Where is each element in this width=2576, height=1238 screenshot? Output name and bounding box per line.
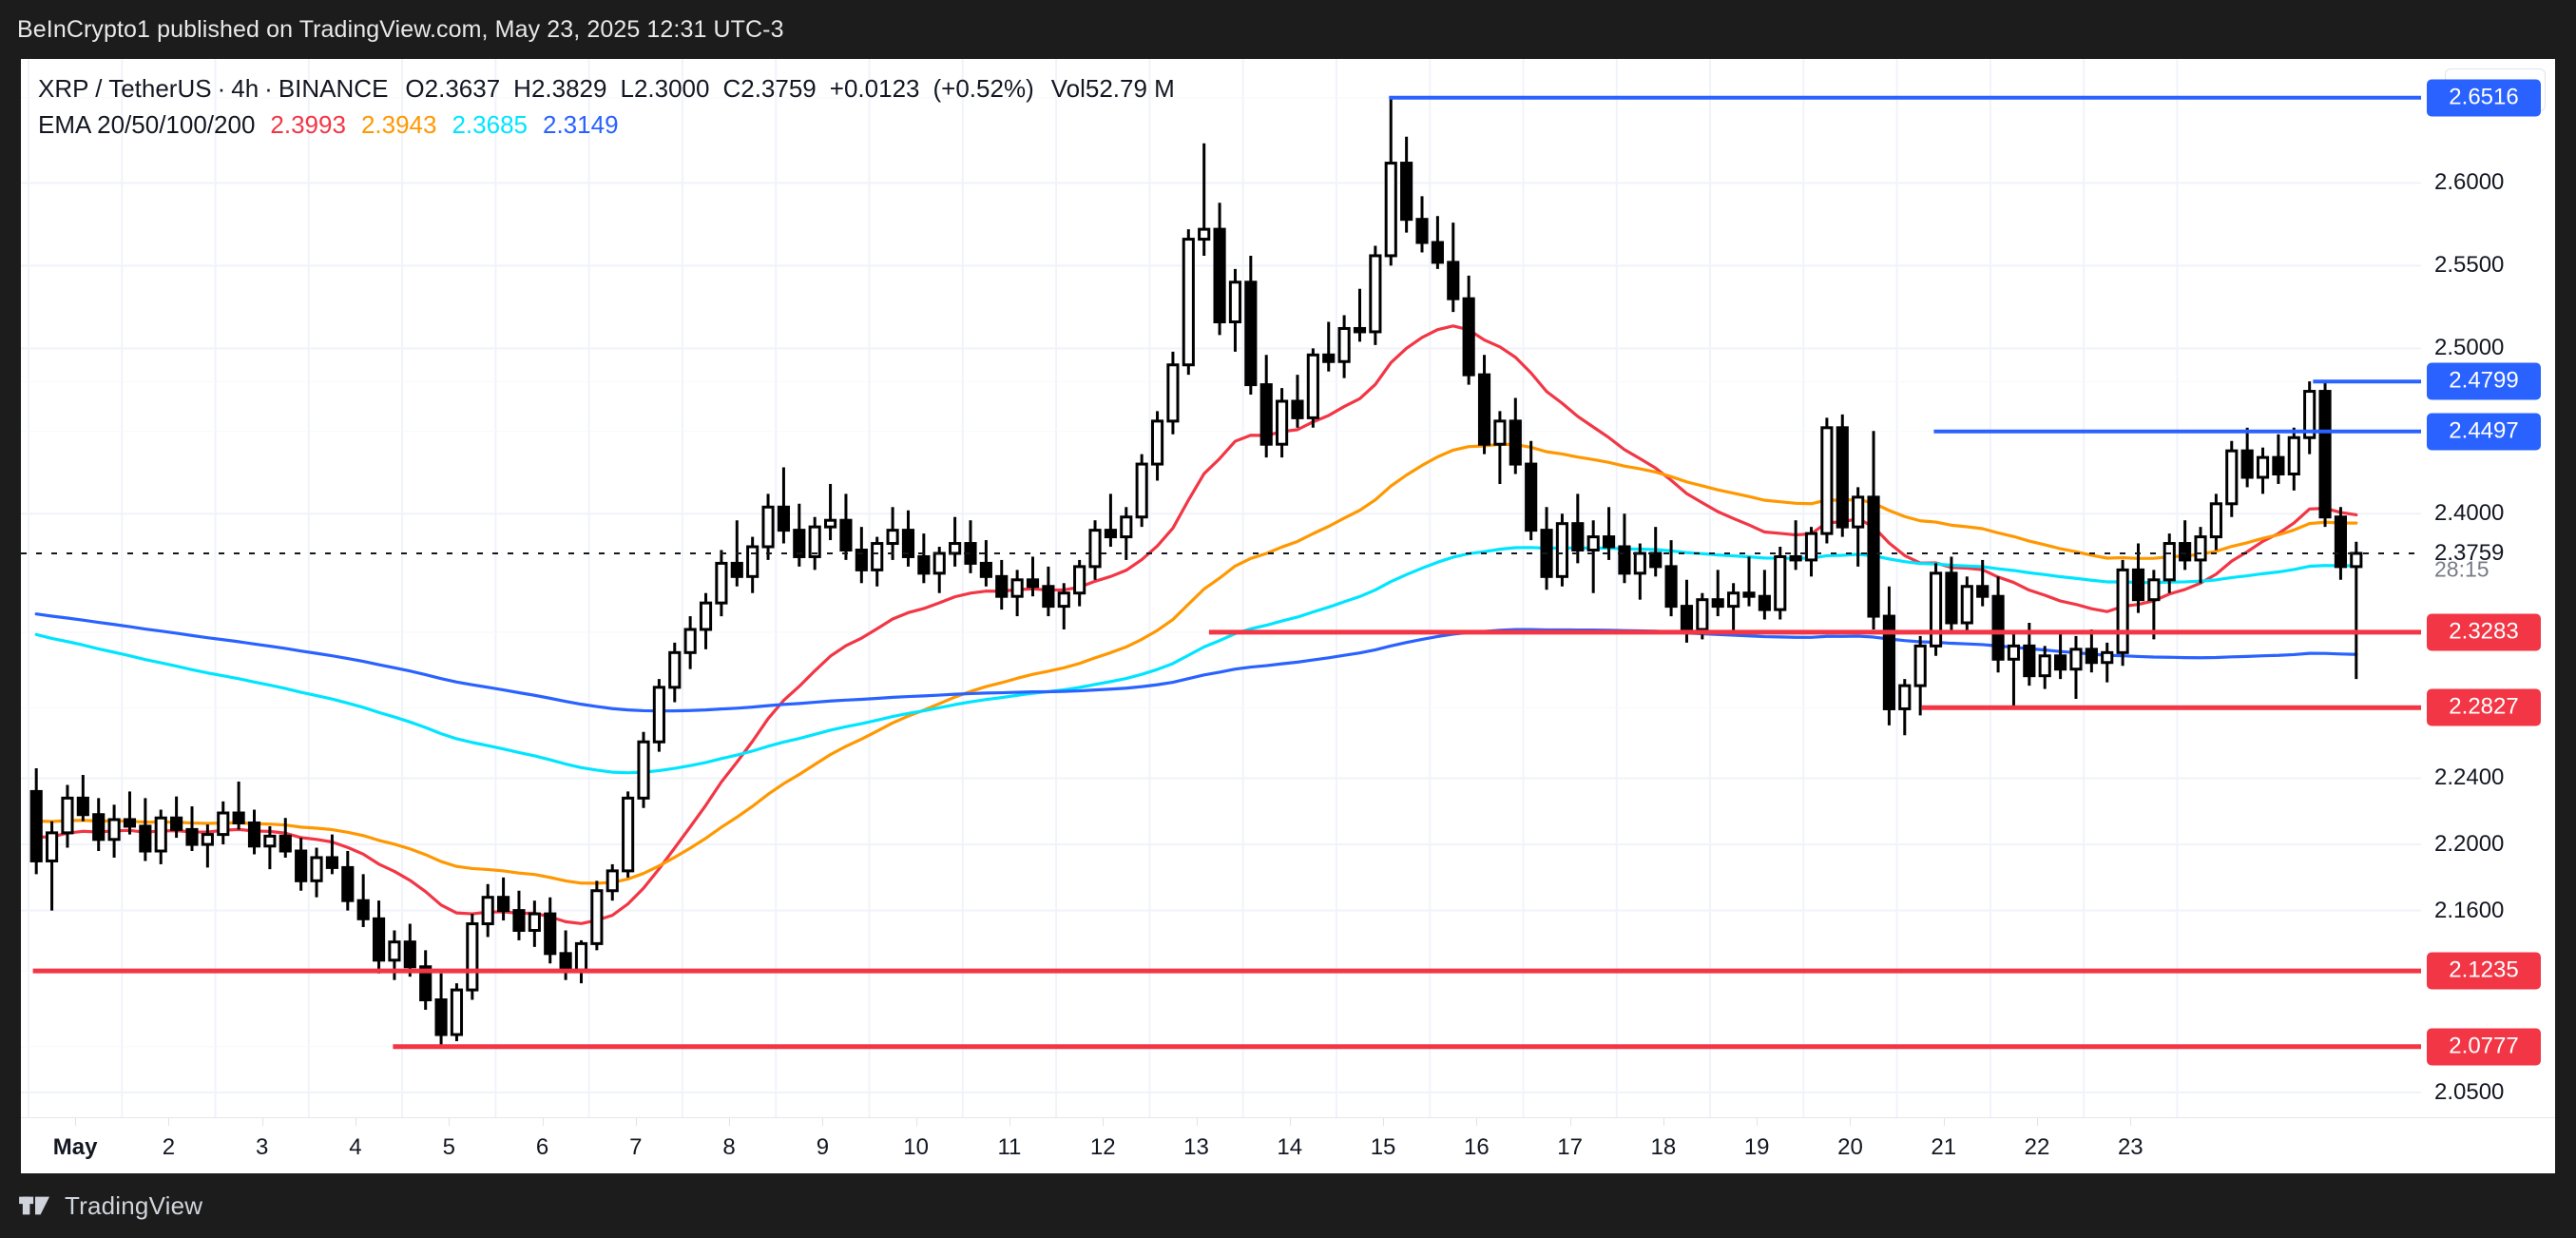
price-tick-label: 2.0500 [2434, 1078, 2505, 1105]
chart-canvas [21, 59, 2421, 1117]
time-tick-label: 23 [2117, 1134, 2143, 1160]
time-tick-label: 20 [1837, 1134, 1863, 1160]
time-tick-label: 5 [442, 1134, 455, 1160]
time-tick-label: 12 [1089, 1134, 1116, 1160]
price-tick-label: 2.4000 [2434, 500, 2505, 527]
footer-bar: TradingView [0, 1173, 2576, 1238]
chart-card: XRP / TetherUS · 4h · BINANCE O2.3637 H2… [21, 59, 2555, 1174]
price-tick-label: 2.1600 [2434, 897, 2505, 923]
time-tick-mark [915, 1118, 917, 1126]
price-level-badge[interactable]: 2.0777 [2427, 1028, 2541, 1066]
tradingview-wordmark: TradingView [65, 1190, 203, 1220]
time-tick-mark [635, 1118, 637, 1126]
time-tick-mark [822, 1118, 824, 1126]
time-tick-label: 4 [349, 1134, 362, 1160]
price-level-badge[interactable]: 2.1235 [2427, 952, 2541, 990]
price-level-badge[interactable]: 2.3283 [2427, 613, 2541, 651]
bar-countdown-label: 28:15 [2434, 556, 2489, 582]
time-tick-label: 8 [722, 1134, 736, 1160]
ema-line-50 [34, 442, 2358, 885]
horizontal-price-lines [32, 95, 2421, 1050]
time-tick-mark [1103, 1118, 1105, 1126]
time-tick-mark [168, 1118, 170, 1126]
time-tick-label: 19 [1743, 1134, 1770, 1160]
time-tick-mark [1663, 1118, 1664, 1126]
time-tick-label: 2 [162, 1134, 176, 1160]
time-tick-label: 21 [1931, 1134, 1957, 1160]
price-level-badge[interactable]: 2.6516 [2427, 79, 2541, 117]
time-tick-label: 17 [1557, 1134, 1583, 1160]
time-tick-label: 16 [1463, 1134, 1490, 1160]
time-tick-mark [542, 1118, 544, 1126]
ema-lines [34, 324, 2358, 925]
time-tick-mark [1757, 1118, 1759, 1126]
time-tick-mark [449, 1118, 451, 1126]
price-tick-label: 2.6000 [2434, 169, 2505, 196]
time-tick-label: 13 [1183, 1134, 1209, 1160]
attribution-text: BeInCrypto1 published on TradingView.com… [17, 15, 784, 43]
time-tick-mark [2037, 1118, 2039, 1126]
time-tick-mark [1383, 1118, 1385, 1126]
time-tick-label: 14 [1277, 1134, 1303, 1160]
time-tick-label: May [52, 1134, 98, 1160]
time-tick-mark [1850, 1118, 1852, 1126]
tradingview-logo-icon [19, 1196, 49, 1215]
chart-plot-pane[interactable] [21, 59, 2421, 1117]
time-tick-label: 22 [2024, 1134, 2050, 1160]
time-tick-mark [2130, 1118, 2132, 1126]
time-tick-label: 7 [629, 1134, 643, 1160]
price-level-badge[interactable]: 2.4799 [2427, 362, 2541, 400]
time-tick-label: 9 [816, 1134, 830, 1160]
time-tick-label: 10 [903, 1134, 930, 1160]
price-tick-label: 2.2000 [2434, 831, 2505, 858]
time-tick-mark [729, 1118, 731, 1126]
time-tick-label: 18 [1650, 1134, 1677, 1160]
price-axis[interactable]: USDT 2.60002.55002.50002.40002.24002.200… [2421, 59, 2555, 1117]
ema-line-200 [34, 612, 2358, 713]
tradingview-logo[interactable]: TradingView [0, 1191, 202, 1221]
price-level-badge[interactable]: 2.4497 [2427, 413, 2541, 451]
time-tick-mark [1196, 1118, 1198, 1126]
time-tick-mark [1009, 1118, 1010, 1126]
time-tick-mark [1569, 1118, 1571, 1126]
last-price-label: 2.3759 [2434, 540, 2505, 567]
time-tick-mark [75, 1118, 77, 1126]
price-tick-label: 2.5000 [2434, 335, 2505, 361]
time-tick-mark [1943, 1118, 1945, 1126]
attribution-bar: BeInCrypto1 published on TradingView.com… [0, 0, 2576, 59]
time-tick-mark [1476, 1118, 1478, 1126]
ema-line-100 [34, 546, 2358, 775]
price-level-badge[interactable]: 2.2827 [2427, 688, 2541, 726]
time-tick-label: 3 [256, 1134, 269, 1160]
ema-line-20 [34, 324, 2358, 925]
candlestick-series [29, 96, 2363, 1047]
time-axis[interactable]: May 2 3 4 5 6 7 8 9 10 11 12 13 14 15 16 17 18 19 20 21 22 23 [21, 1117, 2555, 1174]
time-tick-label: 11 [997, 1134, 1022, 1160]
price-tick-label: 2.2400 [2434, 764, 2505, 791]
time-tick-mark [261, 1118, 263, 1126]
time-tick-label: 15 [1370, 1134, 1396, 1160]
time-tick-label: 6 [535, 1134, 549, 1160]
time-tick-mark [1289, 1118, 1291, 1126]
price-tick-label: 2.5500 [2434, 252, 2505, 279]
